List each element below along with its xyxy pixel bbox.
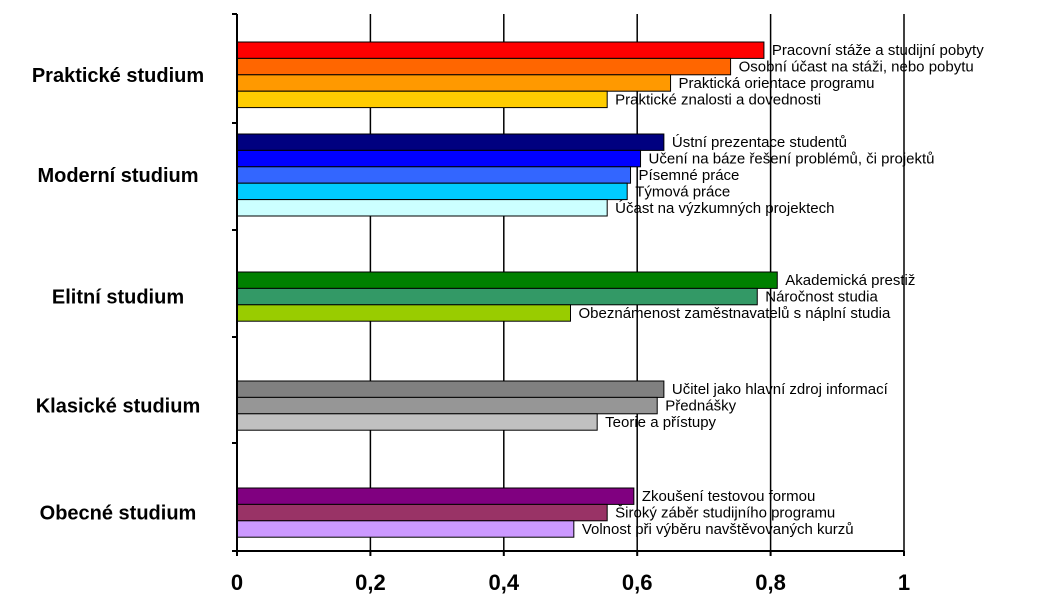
- bar: [236, 287, 758, 306]
- bar: [236, 41, 765, 59]
- category-label: Obecné studium: [40, 503, 197, 525]
- x-tick-label: 0,8: [755, 570, 786, 595]
- bar-label: Volnost při výběru navštěvovaných kurzů: [582, 521, 854, 538]
- bar: [236, 503, 608, 522]
- bar-label: Účast na výzkumných projektech: [615, 200, 834, 217]
- category-label: Praktické studium: [32, 65, 204, 87]
- bar-label: Praktické znalosti a dovednosti: [615, 91, 821, 108]
- bar-label: Přednášky: [665, 398, 736, 415]
- bar: [236, 304, 571, 322]
- x-tick-label: 0,4: [489, 570, 520, 595]
- bar: [236, 74, 672, 92]
- bars-layer: [236, 41, 778, 538]
- bar-label: Akademická prestiž: [785, 272, 915, 289]
- category-label: Elitní studium: [52, 287, 184, 309]
- bar: [236, 90, 608, 109]
- bar-label: Učení na báze řešení problémů, či projek…: [649, 151, 935, 168]
- bar: [236, 380, 665, 398]
- x-tick-label: 0,6: [622, 570, 653, 595]
- labels-layer: 0 0,2 0,4 0,6 0,8 1 Pracovní stáže a studijní …: [32, 42, 984, 595]
- bar-label: Písemné práce: [639, 167, 740, 184]
- bar-label: Náročnost studia: [765, 289, 878, 306]
- bar-label: Obeznámenost zaměstnavatelů s náplní stu…: [579, 305, 892, 322]
- bar: [236, 413, 598, 431]
- bar-label: Učitel jako hlavní zdroj informací: [672, 381, 889, 398]
- bar: [236, 57, 732, 76]
- bar: [236, 487, 635, 505]
- bar: [236, 199, 608, 217]
- x-tick-label: 1: [898, 570, 910, 595]
- bar: [236, 149, 642, 168]
- bar: [236, 396, 658, 415]
- bar: [236, 166, 632, 184]
- bar-label: Ústní prezentace studentů: [672, 134, 847, 151]
- category-label: Moderní studium: [37, 165, 198, 187]
- bar-label: Zkoušení testovou formou: [642, 488, 815, 505]
- bar-label: Teorie a přístupy: [605, 414, 716, 431]
- bar-label: Týmová práce: [635, 183, 730, 200]
- x-tick-label: 0: [231, 570, 243, 595]
- bar-label: Osobní účast na stáži, nebo pobytu: [739, 59, 974, 76]
- axis-layer: [232, 13, 905, 556]
- category-label: Klasické studium: [36, 396, 201, 418]
- bar: [236, 133, 665, 151]
- bar-label: Praktická orientace programu: [679, 75, 875, 92]
- bar-label: Široký záběr studijního programu: [615, 505, 835, 522]
- bar: [236, 520, 575, 538]
- bar-label: Pracovní stáže a studijní pobyty: [772, 42, 984, 59]
- bar: [236, 182, 628, 201]
- x-tick-label: 0,2: [355, 570, 386, 595]
- bar: [236, 271, 778, 289]
